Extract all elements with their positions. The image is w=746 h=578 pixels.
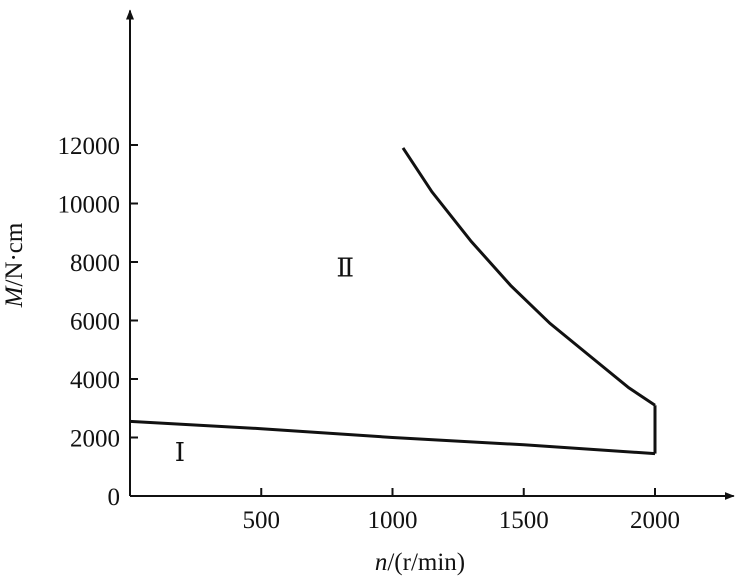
y-axis-title: M/N·cm — [1, 222, 28, 308]
series-line-1 — [129, 419, 656, 456]
ticks: 500 1000 1500 2000 0 2000 4000 6000 8000 10000 120… — [58, 133, 681, 534]
y-tick-label: 2000 — [70, 426, 120, 453]
region-label-2: Ⅱ — [336, 254, 354, 283]
y-tick-label: 12000 — [58, 133, 121, 160]
labels: Ⅰ Ⅱn/(r/min) M/N·cm — [1, 222, 465, 576]
x-tick-label: 500 — [243, 507, 281, 534]
x-tick-label: 2000 — [630, 507, 680, 534]
y-tick-label: 10000 — [58, 192, 121, 219]
series-line-2 — [401, 147, 656, 407]
x-tick-label: 1000 — [368, 507, 418, 534]
x-axis-title: n/(r/min) — [375, 549, 465, 576]
series-group — [129, 147, 657, 456]
axes — [126, 9, 735, 500]
y-tick-label: 0 — [108, 484, 121, 511]
y-tick-label: 8000 — [70, 250, 120, 277]
y-tick-label: 6000 — [70, 309, 120, 336]
x-tick-label: 1500 — [499, 507, 549, 534]
y-tick-label: 4000 — [70, 367, 120, 394]
region-label-1: Ⅰ — [175, 438, 185, 467]
